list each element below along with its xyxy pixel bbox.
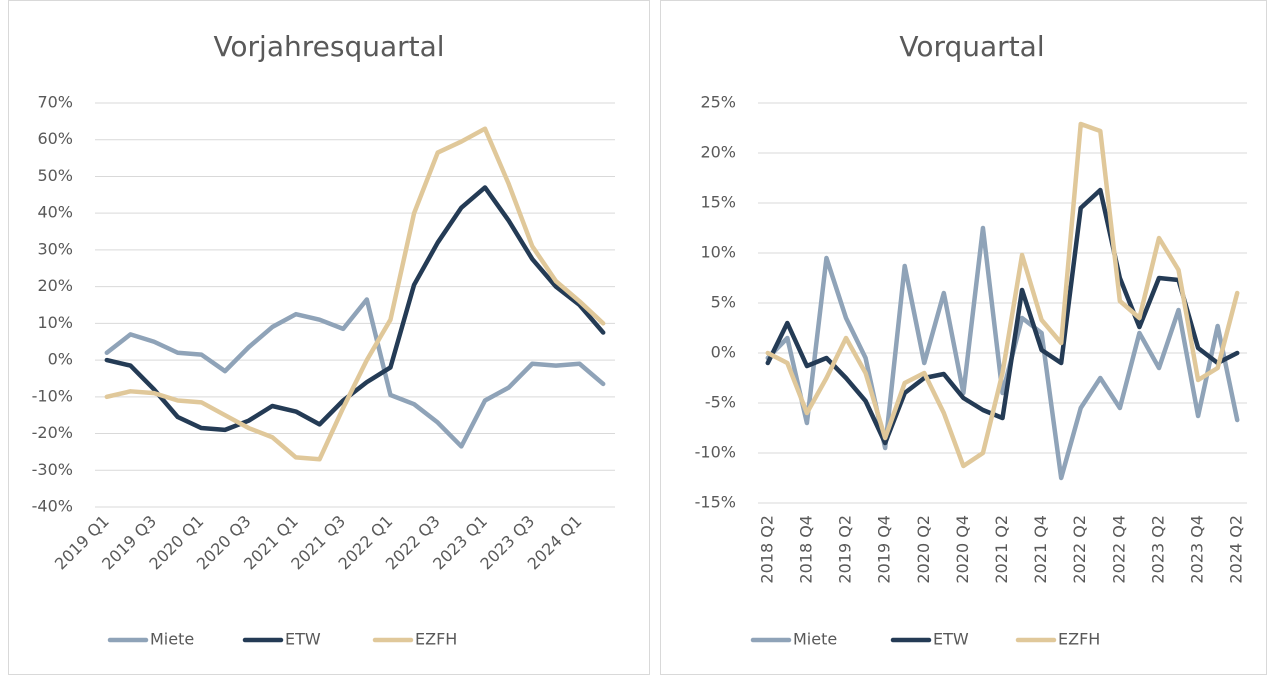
x-tick-label: 2024 Q2 xyxy=(1227,515,1246,584)
y-tick-label: 50% xyxy=(37,166,73,185)
chart-title: Vorjahresquartal xyxy=(213,30,444,63)
legend-label: Miete xyxy=(793,630,837,649)
y-tick-label: 30% xyxy=(37,239,73,258)
x-tick-label: 2021 Q2 xyxy=(992,515,1011,584)
legend-label: ETW xyxy=(285,630,321,649)
y-tick-label: 20% xyxy=(700,143,736,162)
y-tick-label: 10% xyxy=(37,313,73,332)
x-tick-label: 2023 Q2 xyxy=(1148,515,1167,584)
y-tick-label: -10% xyxy=(695,443,736,462)
x-tick-label: 2020 Q4 xyxy=(953,515,972,584)
legend-label: ETW xyxy=(933,630,969,649)
legend-label: Miete xyxy=(150,630,194,649)
y-tick-label: 40% xyxy=(37,203,73,222)
x-tick-label: 2019 Q4 xyxy=(875,515,894,584)
series-line xyxy=(765,121,1240,469)
y-tick-label: 20% xyxy=(37,276,73,295)
series-line xyxy=(104,126,606,462)
y-tick-label: -10% xyxy=(32,386,73,405)
series-line xyxy=(765,225,1240,481)
legend-label: EZFH xyxy=(1058,630,1100,649)
x-tick-label: 2020 Q2 xyxy=(914,515,933,584)
y-tick-label: 0% xyxy=(711,343,736,362)
y-tick-label: -40% xyxy=(32,497,73,516)
series-line xyxy=(104,297,606,449)
y-tick-label: -15% xyxy=(695,493,736,512)
y-tick-label: 5% xyxy=(711,293,736,312)
x-tick-label: 2018 Q2 xyxy=(757,515,776,584)
x-tick-label: 2022 Q2 xyxy=(1070,515,1089,584)
y-tick-label: 25% xyxy=(700,93,736,112)
y-tick-label: -5% xyxy=(705,393,736,412)
panel-border xyxy=(8,0,650,675)
chart-title: Vorquartal xyxy=(899,30,1044,63)
y-tick-label: 0% xyxy=(48,350,73,369)
x-tick-label: 2022 Q4 xyxy=(1109,515,1128,584)
legend-label: EZFH xyxy=(415,630,457,649)
y-tick-label: 60% xyxy=(37,129,73,148)
y-tick-label: -30% xyxy=(32,460,73,479)
series-line xyxy=(765,187,1240,446)
y-tick-label: -20% xyxy=(32,423,73,442)
x-tick-label: 2023 Q4 xyxy=(1188,515,1207,584)
y-tick-label: 15% xyxy=(700,193,736,212)
y-tick-label: 70% xyxy=(37,93,73,112)
series-line xyxy=(104,185,606,433)
y-tick-label: 10% xyxy=(700,243,736,262)
x-tick-label: 2018 Q4 xyxy=(796,515,815,584)
x-tick-label: 2021 Q4 xyxy=(1031,515,1050,584)
x-tick-label: 2019 Q2 xyxy=(836,515,855,584)
